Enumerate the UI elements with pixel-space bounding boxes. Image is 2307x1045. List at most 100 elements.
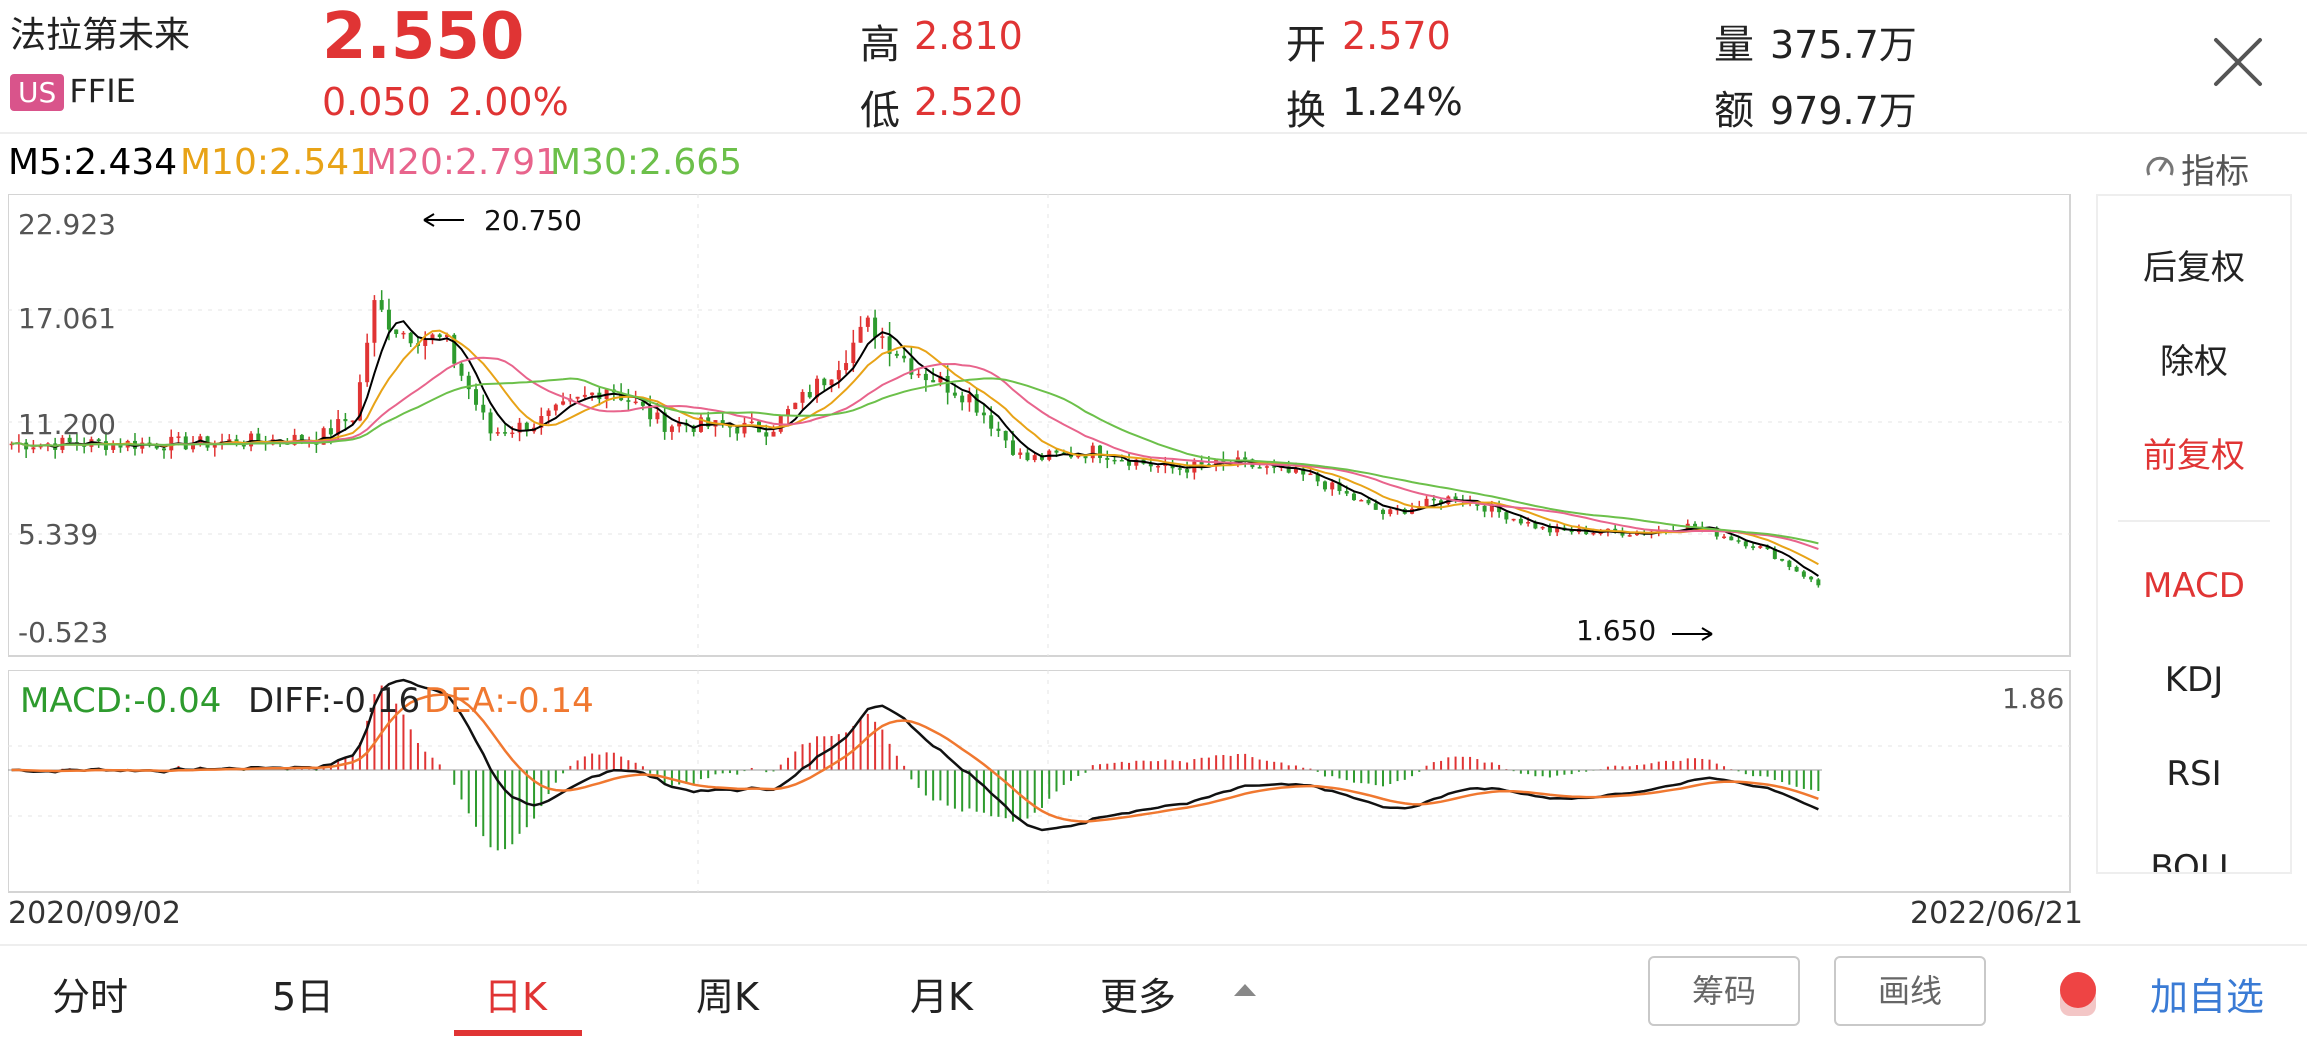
macd-chart[interactable]: MACD:-0.04 DIFF:-0.16 DEA:-0.14 1.86 <box>8 670 2072 894</box>
candlestick-chart[interactable]: 22.923 17.061 11.200 5.339 -0.523 20.750… <box>8 194 2072 658</box>
candle-body <box>1736 540 1741 542</box>
candle-body <box>147 442 152 445</box>
candle-body <box>931 380 936 383</box>
caret-up-icon[interactable] <box>1232 982 1258 1002</box>
candle-body <box>582 394 587 397</box>
candle-body <box>829 379 834 386</box>
candle-body <box>1787 560 1792 567</box>
chips-button[interactable]: 筹码 <box>1648 956 1800 1026</box>
candle-body <box>1620 531 1625 536</box>
price-change-pct: 2.00% <box>448 80 569 124</box>
candle-body <box>553 404 558 411</box>
candle-body <box>858 326 863 343</box>
candle-body <box>328 428 333 435</box>
candle-body <box>952 392 957 396</box>
market-badge: US <box>10 74 65 111</box>
candle-body <box>1801 571 1806 577</box>
candle-body <box>1010 440 1015 455</box>
candle-body <box>1504 512 1509 520</box>
candle-body <box>807 391 812 398</box>
low-marker: 1.650 <box>1576 614 1713 647</box>
side-panel: 后复权 除权 前复权 MACD KDJ RSI BOLL <box>2096 194 2292 874</box>
candle-body <box>1373 503 1378 510</box>
candle-body <box>162 448 167 451</box>
dea-line <box>11 693 1819 823</box>
candle-body <box>1156 465 1161 468</box>
side-item-post-adjust[interactable]: 后复权 <box>2143 248 2245 288</box>
candle-body <box>9 443 14 446</box>
candle-body <box>67 437 72 443</box>
end-date: 2022/06/21 <box>1910 896 2083 931</box>
candle-body <box>227 439 232 442</box>
candle-body <box>1569 530 1574 533</box>
candle-body <box>1511 518 1516 521</box>
candle-body <box>945 375 950 393</box>
candle-body <box>466 375 471 390</box>
candle-body <box>423 339 428 346</box>
candle-body <box>350 420 355 423</box>
candle-body <box>1098 445 1103 458</box>
bottom-divider <box>0 944 2307 946</box>
side-item-ex-rights[interactable]: 除权 <box>2160 342 2228 382</box>
main-chart-frame <box>8 194 2071 657</box>
side-item-pre-adjust[interactable]: 前复权 <box>2143 436 2245 476</box>
tab-more[interactable]: 更多 <box>1100 975 1177 1019</box>
tab-weekly-k[interactable]: 周K <box>696 975 759 1019</box>
add-watchlist-button[interactable]: 加自选 <box>2150 975 2265 1019</box>
record-icon[interactable] <box>2058 968 2098 1018</box>
candle-body <box>1264 466 1269 468</box>
candle-body <box>1054 450 1059 453</box>
low-label: 低 <box>860 88 900 134</box>
candle-body <box>1025 452 1030 461</box>
candle-body <box>510 432 515 435</box>
side-item-kdj[interactable]: KDJ <box>2164 660 2224 700</box>
candle-body <box>771 431 776 437</box>
close-icon[interactable] <box>2212 36 2264 88</box>
candle-body <box>1714 527 1719 537</box>
candle-body <box>844 363 849 371</box>
side-item-boll[interactable]: BOLL <box>2150 848 2238 874</box>
candle-body <box>1772 548 1777 559</box>
candle-body <box>241 444 246 447</box>
candle-body <box>880 336 885 338</box>
moving-averages <box>11 320 1819 577</box>
candle-body <box>452 334 457 364</box>
side-item-rsi[interactable]: RSI <box>2166 754 2222 794</box>
indicator-label: 指标 <box>2181 152 2250 192</box>
ma20-legend: M20:2.791 <box>366 142 559 183</box>
candle-body <box>894 353 899 356</box>
candle-body <box>633 401 638 404</box>
candle-body <box>851 342 856 364</box>
candle-body <box>1359 499 1364 502</box>
candle-body <box>1729 536 1734 541</box>
candle-body <box>1424 498 1429 507</box>
candle-body <box>996 428 1001 431</box>
candle-body <box>379 300 384 310</box>
candle-body <box>111 443 116 450</box>
y-label-1: 22.923 <box>18 208 116 241</box>
candle-body <box>1758 546 1763 548</box>
candle-body <box>923 373 928 381</box>
candle-body <box>212 443 217 448</box>
side-item-macd[interactable]: MACD <box>2143 566 2245 606</box>
candle-body <box>981 412 986 416</box>
candle-body <box>1591 532 1596 535</box>
draw-button[interactable]: 画线 <box>1834 956 1986 1026</box>
tab-monthly-k[interactable]: 月K <box>910 975 973 1019</box>
candle-body <box>488 412 493 434</box>
candle-body <box>902 355 907 359</box>
tab-5day[interactable]: 5日 <box>272 975 335 1019</box>
candle-body <box>539 416 544 428</box>
candle-body <box>1337 482 1342 492</box>
candle-body <box>916 373 921 376</box>
candle-body <box>960 395 965 403</box>
tab-intraday[interactable]: 分时 <box>52 975 129 1019</box>
candle-body <box>1322 481 1327 490</box>
candle-body <box>1366 499 1371 504</box>
tab-daily-k[interactable]: 日K <box>484 975 547 1019</box>
low-value: 2.520 <box>914 80 1023 124</box>
indicator-button[interactable]: 指标 <box>2144 144 2249 193</box>
candle-body <box>648 405 653 420</box>
candle-body <box>815 378 820 398</box>
y-label-5: -0.523 <box>18 616 108 649</box>
